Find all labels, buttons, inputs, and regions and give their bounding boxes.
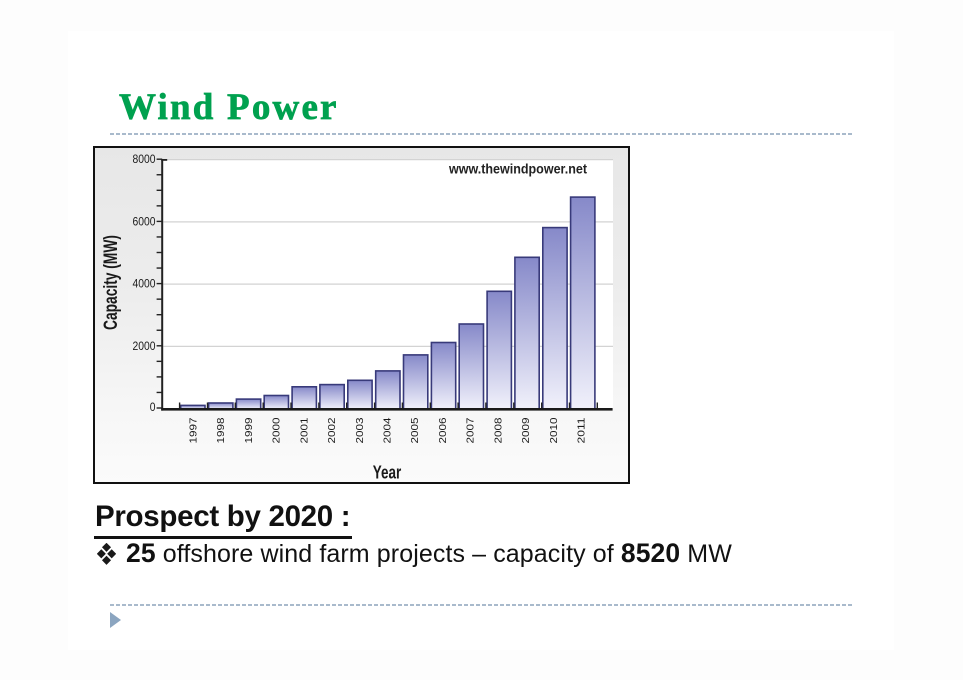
svg-text:2000: 2000 — [272, 417, 283, 444]
svg-text:1997: 1997 — [188, 417, 199, 444]
svg-text:1998: 1998 — [216, 417, 227, 444]
svg-text:2009: 2009 — [521, 417, 532, 444]
svg-text:1999: 1999 — [244, 417, 255, 444]
svg-text:4000: 4000 — [133, 279, 156, 291]
svg-text:2008: 2008 — [493, 417, 504, 444]
svg-text:Year: Year — [373, 462, 402, 483]
svg-text:www.thewindpower.net: www.thewindpower.net — [448, 161, 587, 177]
svg-text:2004: 2004 — [383, 417, 394, 444]
svg-text:6000: 6000 — [133, 216, 156, 228]
svg-text:2002: 2002 — [327, 417, 338, 444]
svg-text:2011: 2011 — [577, 417, 588, 444]
svg-text:2003: 2003 — [355, 417, 366, 444]
svg-text:2001: 2001 — [299, 417, 310, 444]
svg-text:0: 0 — [150, 402, 156, 414]
svg-text:2000: 2000 — [133, 341, 156, 353]
svg-text:Capacity (MW): Capacity (MW) — [101, 235, 122, 330]
svg-text:8000: 8000 — [133, 154, 156, 166]
svg-text:2007: 2007 — [466, 417, 477, 444]
svg-text:2006: 2006 — [438, 417, 449, 444]
svg-text:2005: 2005 — [410, 417, 421, 444]
svg-text:2010: 2010 — [549, 417, 560, 444]
